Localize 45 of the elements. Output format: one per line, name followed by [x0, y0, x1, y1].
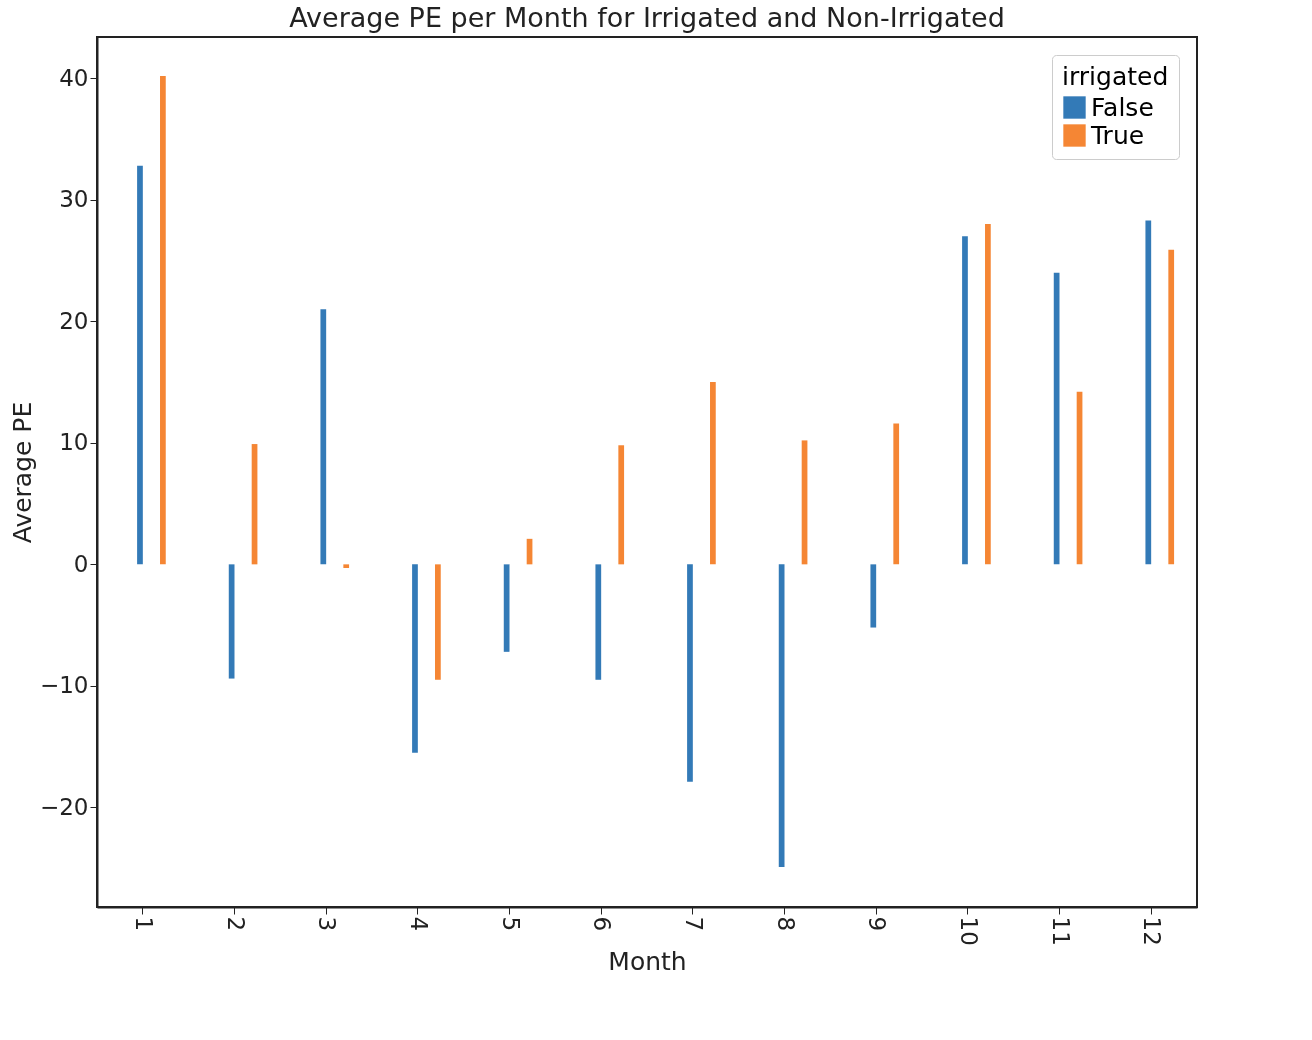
bar — [503, 564, 510, 652]
bar — [160, 75, 166, 565]
y-tick-label: 30 — [59, 186, 89, 213]
bar — [595, 564, 602, 680]
x-tick-label: 10 — [955, 916, 982, 946]
bar — [870, 564, 877, 628]
bar — [687, 564, 693, 782]
legend-title: irrigated — [1062, 62, 1169, 91]
y-axis-title: Average PE — [7, 401, 37, 544]
bar — [618, 445, 625, 565]
bar — [137, 165, 143, 565]
bar — [710, 382, 716, 565]
x-tick-label: 5 — [497, 916, 524, 932]
x-tick-label: 12 — [1139, 916, 1166, 946]
x-tick-label: 4 — [405, 916, 432, 932]
x-tick-label: 7 — [680, 916, 707, 932]
x-tick-label: 6 — [589, 916, 616, 932]
x-tick-label: 9 — [864, 916, 891, 932]
x-tick-label: 3 — [314, 916, 341, 932]
bar — [228, 564, 235, 679]
bar — [343, 564, 350, 568]
y-tick-label: −20 — [39, 793, 89, 820]
bar — [1168, 249, 1175, 565]
bar — [1053, 272, 1060, 565]
bar — [412, 564, 418, 753]
y-tick-label: −10 — [39, 672, 89, 699]
bar — [320, 309, 327, 565]
x-axis-title: Month — [608, 946, 687, 976]
chart-title: Average PE per Month for Irrigated and Non-Irrigated — [289, 2, 1005, 33]
legend-label: False — [1091, 92, 1154, 122]
y-tick-label: 20 — [59, 307, 89, 334]
y-tick-label: 10 — [59, 429, 89, 456]
bar — [778, 564, 785, 867]
y-tick-label: 0 — [73, 550, 89, 577]
legend-label: True — [1090, 120, 1145, 150]
bar — [1145, 220, 1152, 565]
x-tick-label: 1 — [130, 916, 157, 932]
x-tick-label: 8 — [772, 916, 799, 932]
x-tick-label: 11 — [1047, 916, 1074, 946]
bar — [893, 423, 900, 565]
bar — [962, 236, 968, 565]
x-tick-label: 2 — [222, 916, 249, 932]
bar — [435, 564, 441, 680]
y-tick-label: 40 — [59, 64, 89, 91]
bar — [985, 224, 991, 565]
